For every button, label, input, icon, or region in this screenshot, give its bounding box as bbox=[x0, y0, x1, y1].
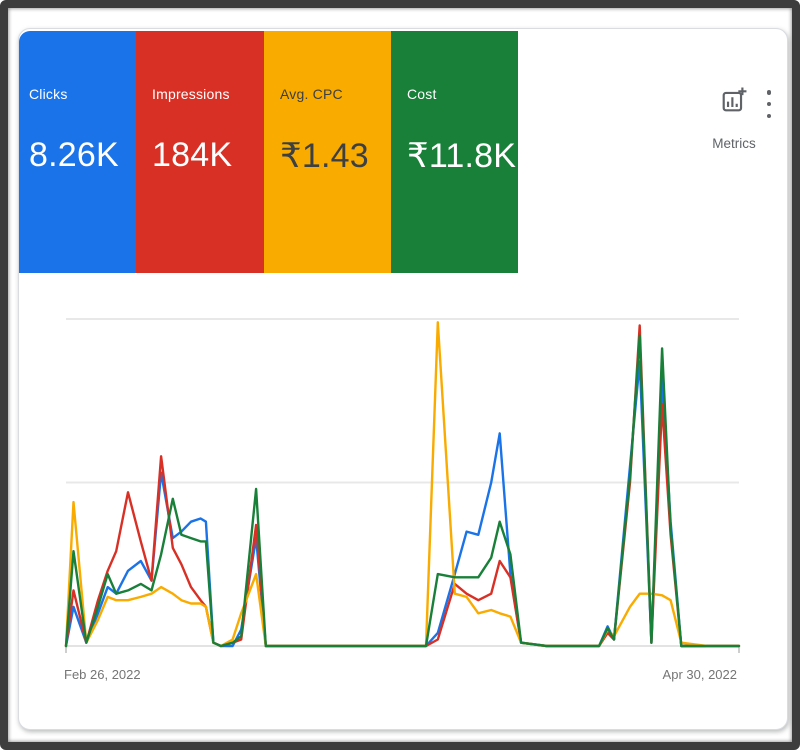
more-vert-icon bbox=[766, 113, 772, 118]
metric-value: 8.26K bbox=[29, 136, 119, 174]
x-axis-label-end: Apr 30, 2022 bbox=[662, 667, 737, 682]
trend-chart[interactable]: Feb 26, 2022 Apr 30, 2022 bbox=[19, 281, 787, 729]
metric-label: Cost bbox=[407, 86, 437, 102]
metric-label: Clicks bbox=[29, 86, 68, 102]
more-options-button[interactable] bbox=[761, 90, 777, 118]
metric-scorecards: Clicks 8.26K Impressions 184K Avg. CPC ₹… bbox=[19, 31, 518, 273]
metric-card-avg-cpc[interactable]: Avg. CPC ₹1.43 bbox=[264, 31, 391, 273]
more-vert-icon bbox=[766, 101, 772, 107]
metric-label: Impressions bbox=[152, 86, 230, 102]
x-axis-label-start: Feb 26, 2022 bbox=[64, 667, 141, 682]
metric-label: Avg. CPC bbox=[280, 86, 343, 102]
more-vert-icon bbox=[766, 90, 772, 95]
add-chart-icon[interactable] bbox=[705, 87, 763, 113]
metric-value: 184K bbox=[152, 136, 233, 174]
chart-plot-area[interactable] bbox=[19, 281, 787, 729]
metric-card-impressions[interactable]: Impressions 184K bbox=[136, 31, 264, 273]
series-line-cost bbox=[64, 334, 741, 648]
metric-value: ₹1.43 bbox=[280, 137, 369, 175]
metrics-button[interactable]: Metrics bbox=[705, 87, 763, 151]
metrics-button-label: Metrics bbox=[712, 136, 756, 151]
metric-card-clicks[interactable]: Clicks 8.26K bbox=[19, 31, 136, 273]
performance-dashboard-card: Clicks 8.26K Impressions 184K Avg. CPC ₹… bbox=[18, 28, 788, 730]
metric-value: ₹11.8K bbox=[407, 137, 517, 175]
metric-card-cost[interactable]: Cost ₹11.8K bbox=[391, 31, 518, 273]
